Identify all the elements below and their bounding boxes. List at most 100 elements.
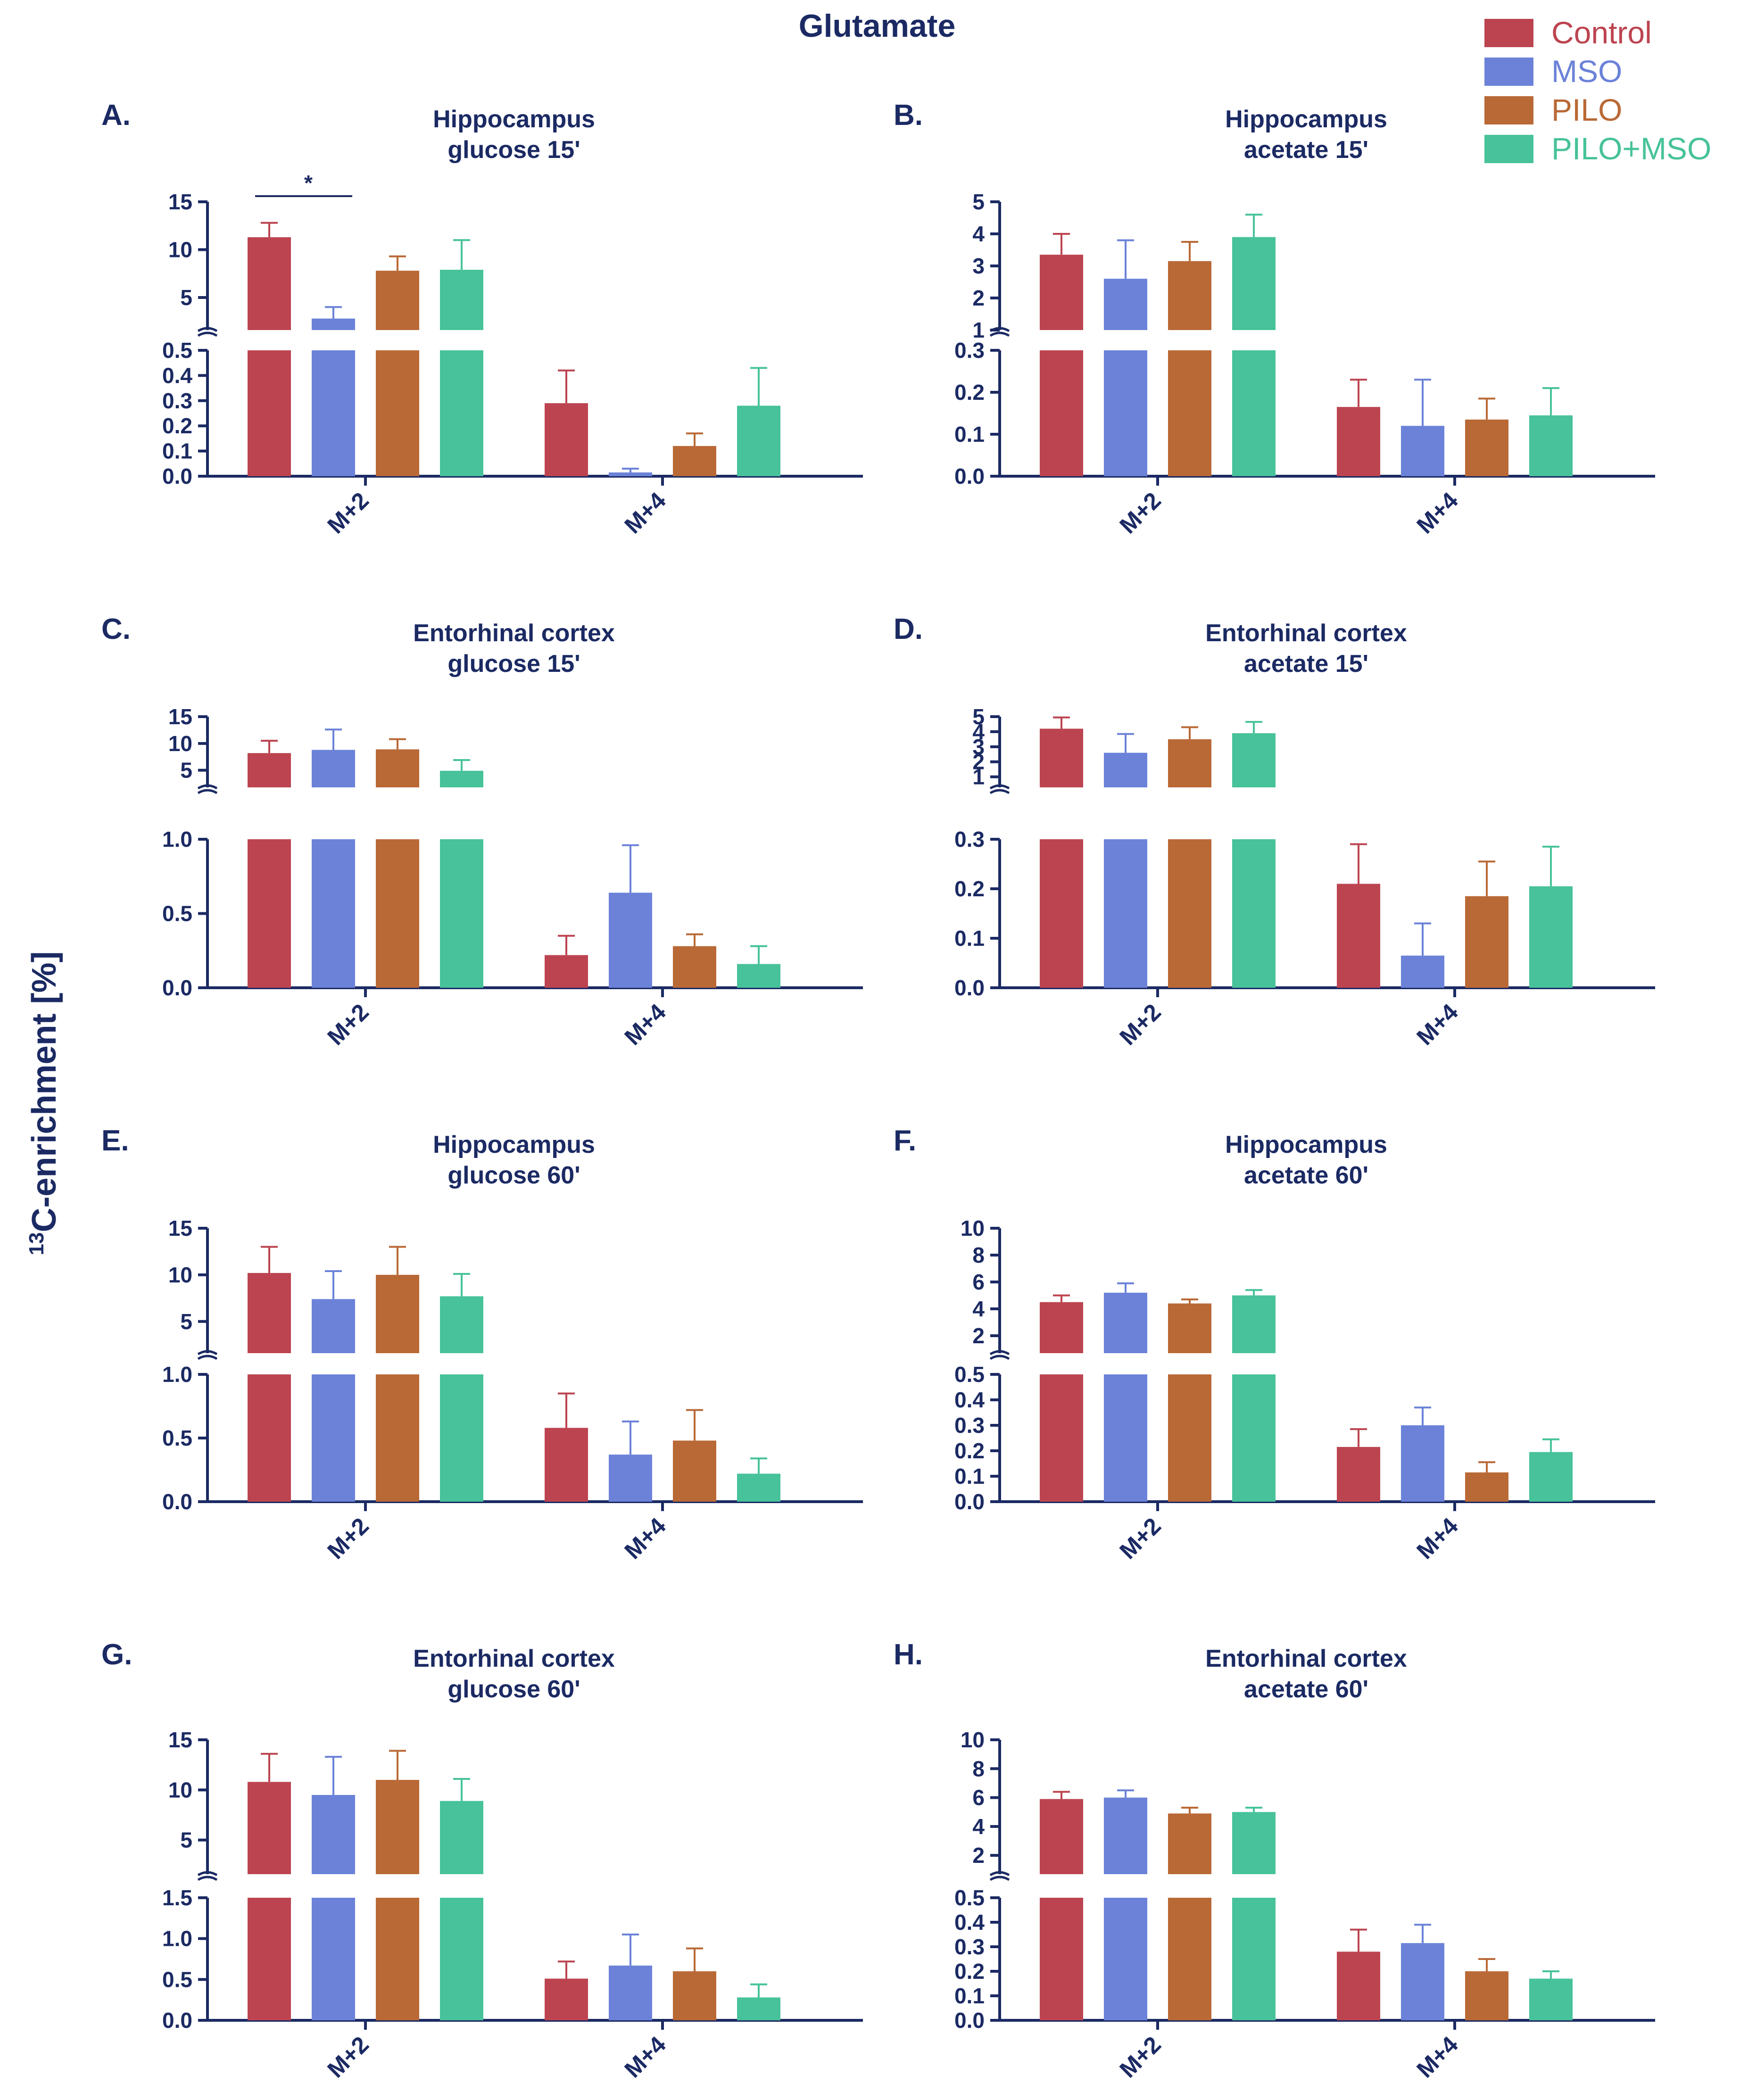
y-tick-label: 0.2 bbox=[954, 1439, 985, 1463]
bar bbox=[248, 350, 291, 476]
bar bbox=[1232, 733, 1276, 787]
axis-break-mark bbox=[197, 1871, 218, 1881]
bar bbox=[1040, 1898, 1083, 2020]
y-tick-label: 0.3 bbox=[954, 827, 985, 852]
legend-label: Control bbox=[1551, 15, 1652, 50]
bar bbox=[545, 955, 588, 988]
bar bbox=[1529, 1452, 1573, 1502]
y-tick-label: 15 bbox=[168, 1728, 192, 1752]
bar bbox=[248, 1898, 291, 2020]
bar bbox=[1337, 884, 1380, 988]
bar bbox=[312, 1794, 355, 1874]
chart-panel: G. Entorhinal cortex glucose 60' 5 10 15 0.0 0.… bbox=[101, 1638, 863, 2083]
bar bbox=[440, 350, 483, 476]
panel-title: Entorhinal cortex bbox=[413, 620, 615, 647]
y-tick-label: 8 bbox=[972, 1756, 985, 1781]
axis-break-mark bbox=[989, 784, 1010, 794]
y-tick-label: 0.1 bbox=[162, 439, 192, 463]
bar bbox=[1232, 1374, 1276, 1502]
bar bbox=[1401, 955, 1444, 988]
y-tick-label: 0.3 bbox=[954, 1935, 985, 1959]
y-axis-label-superscript: 13 bbox=[25, 1232, 48, 1256]
y-tick-label: 10 bbox=[961, 1728, 985, 1752]
y-tick-label: 1.0 bbox=[162, 827, 192, 852]
legend-label: PILO bbox=[1551, 92, 1622, 127]
bar bbox=[440, 1374, 483, 1502]
y-tick-label: 4 bbox=[972, 1297, 985, 1321]
panel-letter: H. bbox=[894, 1638, 923, 1671]
bar bbox=[248, 1273, 291, 1353]
y-tick-label: 0.0 bbox=[954, 1489, 985, 1514]
bar bbox=[1168, 739, 1211, 787]
y-tick-label: 5 bbox=[180, 285, 192, 310]
panel-title: Entorhinal cortex bbox=[1205, 620, 1407, 647]
bar bbox=[1168, 1374, 1211, 1502]
y-tick-label: 0.0 bbox=[954, 976, 985, 1000]
y-tick-label: 10 bbox=[168, 1778, 192, 1802]
y-tick-label: 0.4 bbox=[954, 1388, 985, 1412]
chart-panel: E. Hippocampus glucose 60' 5 10 15 0.0 0.5 1.0 M+… bbox=[101, 1124, 863, 1564]
significance-star: * bbox=[304, 171, 313, 195]
x-category-label: M+4 bbox=[619, 487, 671, 538]
y-tick-label: 0.3 bbox=[954, 338, 985, 363]
bar bbox=[737, 1997, 780, 2020]
bar bbox=[248, 839, 291, 988]
bar bbox=[609, 1455, 652, 1502]
panel-title: Hippocampus bbox=[1225, 106, 1387, 133]
bar bbox=[376, 350, 419, 476]
bar bbox=[673, 946, 716, 988]
y-tick-label: 0.5 bbox=[162, 901, 192, 926]
y-tick-label: 0.5 bbox=[162, 1426, 192, 1450]
y-tick-label: 15 bbox=[168, 1216, 192, 1240]
bar bbox=[376, 271, 419, 330]
y-tick-label: 0.0 bbox=[162, 2008, 192, 2033]
y-tick-label: 0.5 bbox=[162, 1967, 192, 1992]
bar bbox=[545, 403, 588, 476]
bar bbox=[440, 270, 483, 330]
panel-letter: G. bbox=[101, 1638, 132, 1671]
figure-title: Glutamate bbox=[799, 8, 956, 44]
bar bbox=[248, 753, 291, 787]
bar bbox=[1040, 1302, 1083, 1353]
y-tick-label: 0.4 bbox=[162, 363, 192, 388]
y-tick-label: 0.0 bbox=[954, 464, 985, 488]
x-category-label: M+4 bbox=[1411, 1513, 1463, 1564]
x-category-label: M+2 bbox=[1114, 999, 1166, 1050]
panel-title: glucose 15' bbox=[447, 650, 580, 678]
bar bbox=[1337, 407, 1380, 476]
x-category-label: M+2 bbox=[322, 1513, 373, 1564]
bar bbox=[737, 405, 780, 476]
axis-break-mark bbox=[989, 1350, 1010, 1360]
bar bbox=[312, 750, 355, 787]
bar bbox=[1232, 1295, 1276, 1353]
bar bbox=[1168, 350, 1211, 476]
bar bbox=[673, 1971, 716, 2020]
y-tick-label: 0.0 bbox=[162, 976, 192, 1000]
bar bbox=[440, 770, 483, 787]
x-category-label: M+4 bbox=[619, 999, 671, 1050]
bar bbox=[376, 1898, 419, 2020]
y-tick-label: 0.5 bbox=[954, 1885, 985, 1910]
panel-title: Entorhinal cortex bbox=[1205, 1645, 1407, 1672]
y-axis-label-main: C-enrichment [%] bbox=[25, 951, 63, 1232]
y-tick-label: 5 bbox=[180, 1309, 192, 1334]
y-tick-label: 5 bbox=[972, 190, 985, 214]
bar bbox=[312, 1374, 355, 1502]
y-tick-label: 0.2 bbox=[954, 876, 985, 901]
y-tick-label: 10 bbox=[168, 1263, 192, 1287]
bar bbox=[1168, 839, 1211, 988]
y-tick-label: 0.3 bbox=[954, 1413, 985, 1438]
y-tick-label: 10 bbox=[168, 731, 192, 756]
bar bbox=[440, 839, 483, 988]
bar bbox=[737, 964, 780, 988]
x-category-label: M+2 bbox=[322, 487, 373, 538]
y-tick-label: 6 bbox=[972, 1786, 985, 1810]
x-category-label: M+4 bbox=[619, 2031, 671, 2083]
axis-break-mark bbox=[197, 784, 218, 794]
panel-title: glucose 60' bbox=[447, 1162, 580, 1189]
y-tick-label: 0.1 bbox=[954, 1464, 985, 1488]
y-tick-label: 0.1 bbox=[954, 1984, 985, 2008]
